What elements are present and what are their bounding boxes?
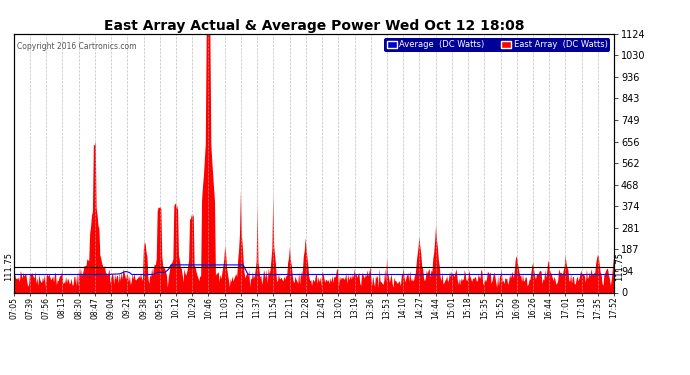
Text: 111.75: 111.75 (615, 252, 624, 281)
Title: East Array Actual & Average Power Wed Oct 12 18:08: East Array Actual & Average Power Wed Oc… (104, 19, 524, 33)
Text: 111.75: 111.75 (4, 252, 13, 281)
Legend: Average  (DC Watts), East Array  (DC Watts): Average (DC Watts), East Array (DC Watts… (384, 38, 610, 52)
Text: Copyright 2016 Cartronics.com: Copyright 2016 Cartronics.com (17, 42, 137, 51)
